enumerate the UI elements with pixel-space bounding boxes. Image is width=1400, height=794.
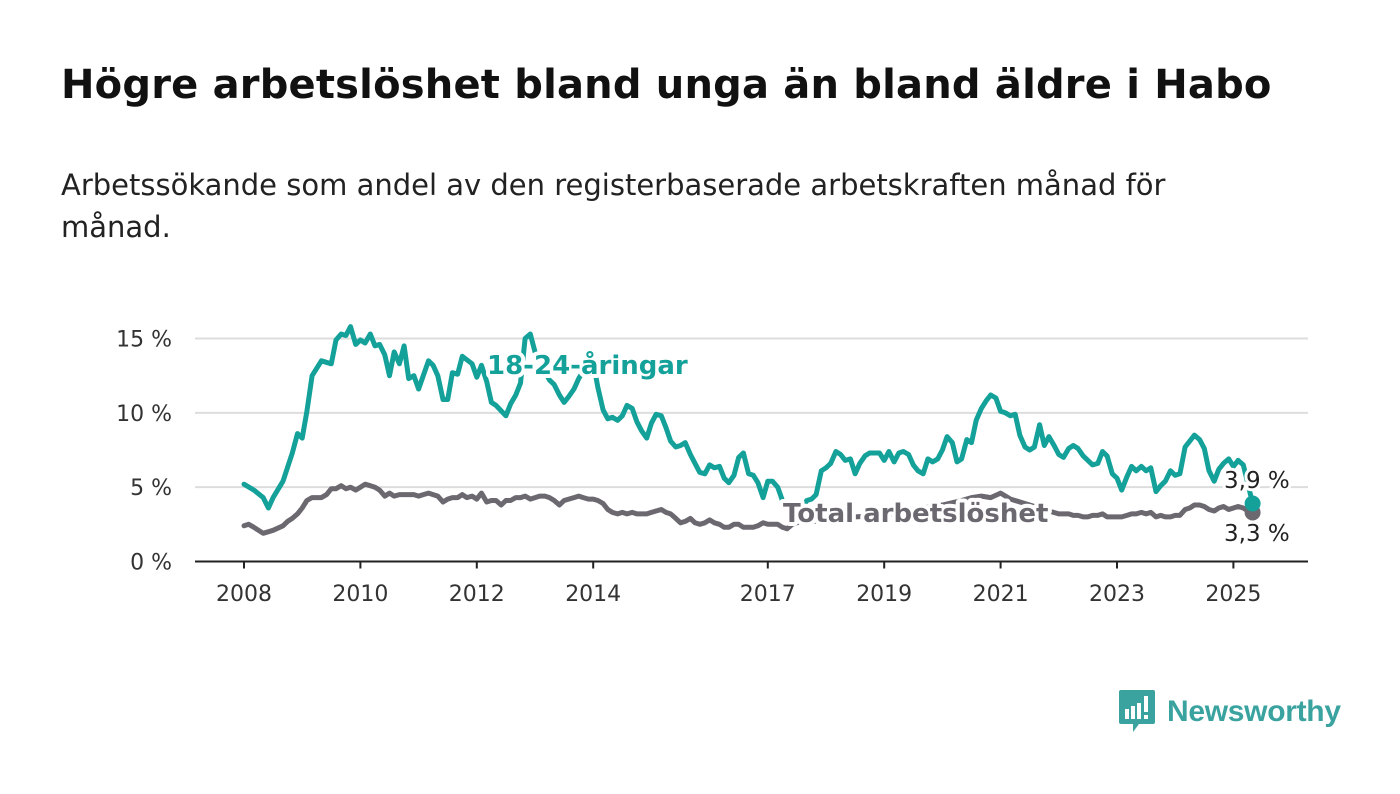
y-tick-label: 10 % [116, 402, 172, 427]
y-tick-label: 0 % [130, 551, 172, 576]
end-value-label-total: 3,3 % [1224, 521, 1290, 547]
brand-name: Newsworthy [1167, 695, 1341, 728]
series-line-youth [241, 324, 1256, 520]
newsworthy-logo: Newsworthy [1119, 690, 1341, 734]
x-tick-label: 2021 [973, 582, 1029, 607]
series-label-youth: 18-24-åringar [487, 349, 688, 381]
x-tick-label: 2017 [740, 582, 796, 607]
x-tick-label: 2012 [449, 582, 505, 607]
x-tick-label: 2023 [1089, 582, 1145, 607]
x-tick-label: 2014 [565, 582, 621, 607]
series-line-total [241, 481, 1256, 536]
x-tick-label: 2025 [1205, 582, 1261, 607]
series-label-total: Total arbetslöshet [783, 499, 1048, 529]
chart-title: Högre arbetslöshet bland unga än bland ä… [61, 62, 1272, 108]
y-tick-label: 15 % [116, 328, 172, 353]
x-tick-label: 2019 [856, 582, 912, 607]
y-tick-label: 5 % [130, 476, 172, 501]
end-value-label-youth: 3,9 % [1224, 468, 1290, 494]
bar-chart-icon [1119, 690, 1155, 732]
x-tick-label: 2008 [216, 582, 272, 607]
chart-subtitle: Arbetssökande som andel av den registerb… [61, 168, 1166, 244]
x-tick-label: 2010 [332, 582, 388, 607]
series-end-dot-youth [1244, 495, 1261, 512]
